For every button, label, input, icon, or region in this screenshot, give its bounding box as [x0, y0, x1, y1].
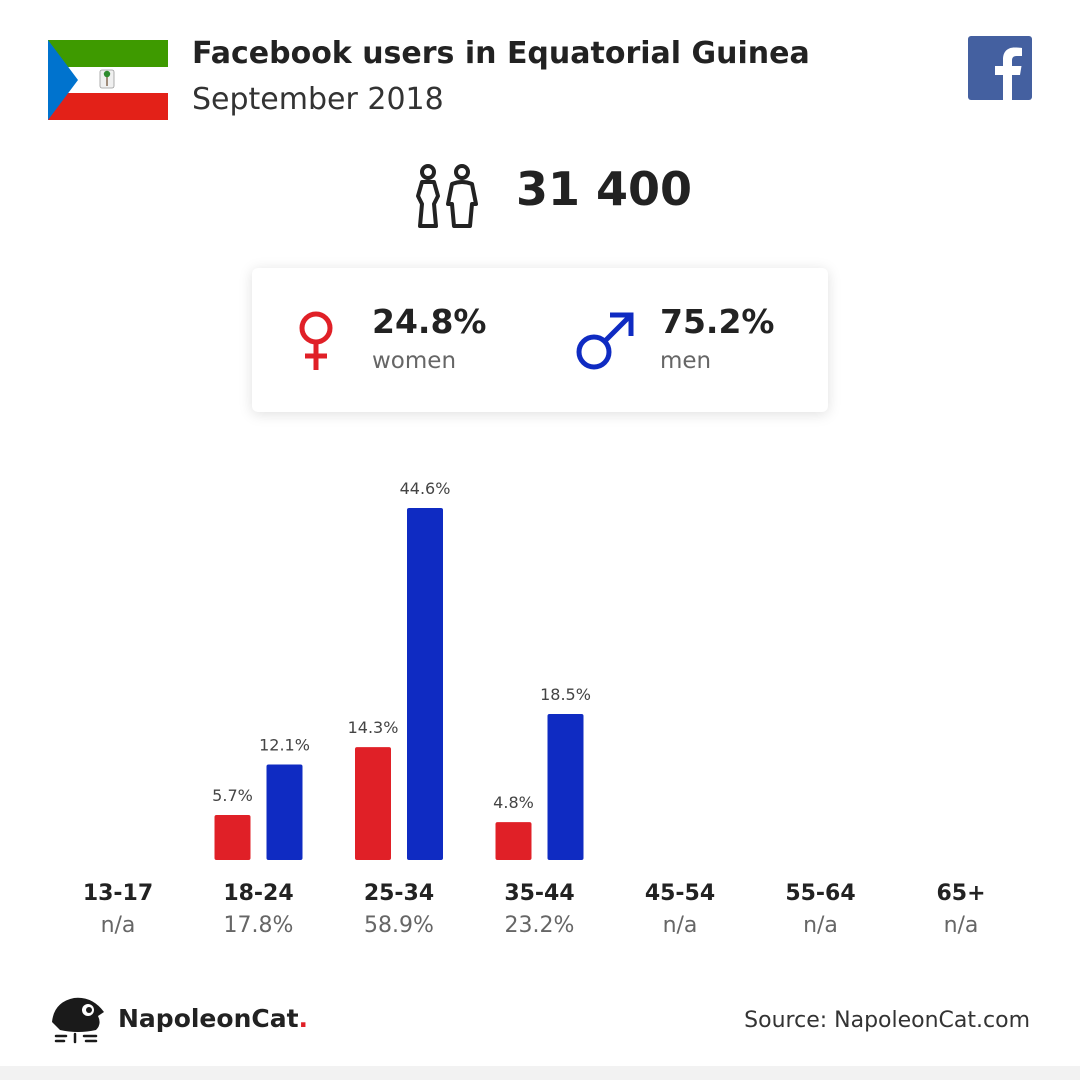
category-label-18-24: 18-24 — [223, 881, 293, 906]
women-percentage: 24.8% — [372, 302, 487, 341]
source-credit: Source: NapoleonCat.com — [744, 1008, 1030, 1033]
category-total-55-64: n/a — [803, 913, 838, 938]
brand-dot: . — [298, 1004, 309, 1033]
women-label: women — [372, 348, 457, 374]
category-total-13-17: n/a — [101, 913, 136, 938]
bar-men-25-34 — [407, 508, 443, 860]
bar-label-men-18-24: 12.1% — [259, 736, 310, 755]
category-total-45-54: n/a — [663, 913, 698, 938]
category-label-55-64: 55-64 — [785, 881, 855, 906]
category-label-13-17: 13-17 — [83, 881, 153, 906]
bar-women-18-24 — [214, 815, 251, 860]
brand-name: NapoleonCat. — [118, 1004, 308, 1033]
category-label-45-54: 45-54 — [645, 881, 715, 906]
male-symbol-icon — [576, 312, 634, 370]
bar-women-25-34 — [355, 747, 391, 860]
bar-women-35-44 — [495, 822, 532, 860]
brand-name-text: NapoleonCat — [118, 1004, 299, 1033]
page-subtitle: September 2018 — [192, 82, 444, 117]
category-label-65+: 65+ — [936, 881, 985, 906]
people-icon — [416, 164, 478, 228]
page-title: Facebook users in Equatorial Guinea — [192, 36, 810, 71]
category-label-35-44: 35-44 — [504, 881, 574, 906]
men-label: men — [660, 348, 712, 374]
napoleoncat-mascot-icon — [52, 997, 104, 1044]
category-total-65+: n/a — [944, 913, 979, 938]
bar-label-men-25-34: 44.6% — [400, 479, 451, 498]
bar-men-18-24 — [266, 764, 303, 860]
category-total-35-44: 23.2% — [505, 913, 575, 938]
total-users-value: 31 400 — [516, 162, 693, 216]
bar-label-women-35-44: 4.8% — [493, 793, 534, 812]
gender-breakdown-card — [252, 268, 828, 412]
female-symbol-icon — [299, 311, 333, 370]
category-total-25-34: 58.9% — [364, 913, 434, 938]
bar-label-women-25-34: 14.3% — [348, 718, 399, 737]
equatorial-guinea-flag-icon — [48, 40, 168, 120]
bar-label-women-18-24: 5.7% — [212, 786, 253, 805]
bottom-strip — [0, 1066, 1080, 1080]
category-label-25-34: 25-34 — [364, 881, 434, 906]
facebook-logo-icon — [968, 36, 1032, 100]
age-distribution-chart: 13-17 n/a 5.7% 12.1% 18-24 17.8% 14.3% 44.6% 25-… — [83, 479, 986, 938]
category-total-18-24: 17.8% — [224, 913, 294, 938]
bar-label-men-35-44: 18.5% — [540, 685, 591, 704]
men-percentage: 75.2% — [660, 302, 775, 341]
bar-men-35-44 — [547, 713, 584, 860]
